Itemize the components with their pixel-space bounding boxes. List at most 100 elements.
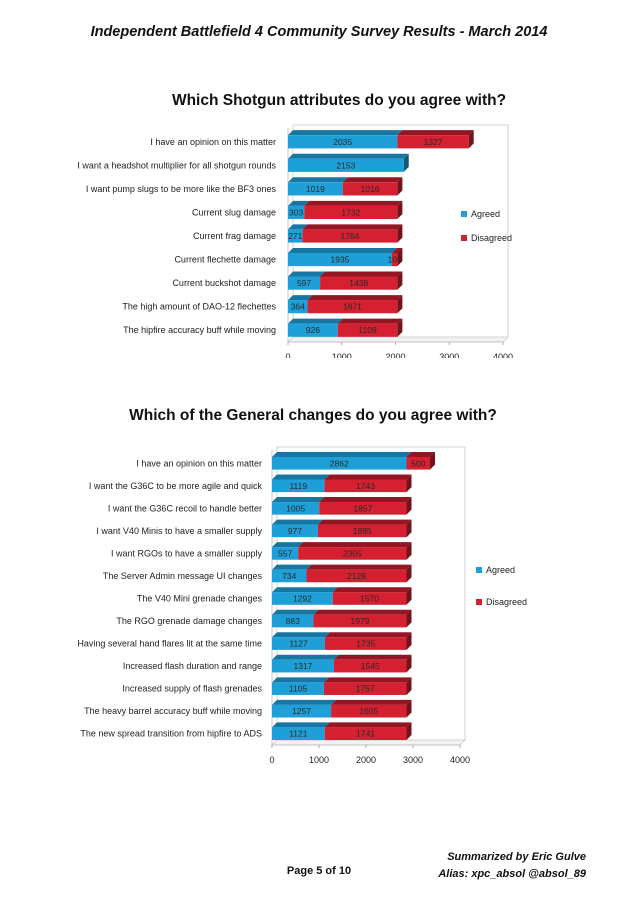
bar-agreed-top [288, 295, 313, 301]
bar-end-face [406, 677, 412, 695]
data-label-disagreed: 100 [388, 255, 402, 265]
bar-disagreed [333, 659, 407, 673]
bar-agreed [272, 569, 307, 583]
category-label: Current slug damage [192, 207, 276, 217]
bar-disagreed-top [323, 677, 412, 683]
bar-disagreed [397, 135, 469, 149]
bar-agreed [272, 524, 318, 538]
bar-agreed [288, 158, 404, 172]
bar-agreed [288, 276, 321, 290]
category-label: Having several hand flares lit at the sa… [77, 639, 262, 649]
category-label: The RGO grenade damage changes [116, 616, 262, 626]
bar-end-face [397, 318, 403, 337]
legend-swatch [476, 599, 482, 605]
bar-agreed-top [272, 542, 304, 548]
data-label-disagreed: 1438 [349, 278, 368, 288]
bar-end-face [406, 609, 412, 628]
x-tick-label: 0 [285, 352, 290, 358]
bar-disagreed [342, 182, 398, 196]
data-label-disagreed: 1605 [359, 706, 378, 716]
data-label-agreed: 2035 [333, 137, 352, 147]
bar-disagreed [306, 569, 407, 583]
x-tick-label: 4000 [493, 352, 513, 358]
category-label: Increased supply of flash grenades [122, 684, 262, 694]
category-label: I want V40 Minis to have a smaller suppl… [96, 526, 262, 536]
bar-disagreed-top [324, 722, 412, 728]
data-label-agreed: 734 [282, 571, 296, 581]
legend-label: Disagreed [486, 597, 527, 607]
bar-end-face [406, 699, 412, 718]
bar-disagreed [406, 456, 431, 470]
general-changes-chart: 0 1000 2000 3000 4000 I have an opinion on th… [77, 446, 527, 765]
bar-disagreed [319, 502, 407, 515]
data-label-disagreed: 1743 [356, 481, 375, 491]
bar-agreed-top [272, 474, 330, 480]
bar-end-face [468, 130, 474, 149]
bar-end-face [397, 224, 403, 243]
data-label-disagreed: 1109 [358, 325, 377, 335]
data-label-agreed: 303 [289, 207, 303, 217]
x-tick-label: 2000 [385, 352, 405, 358]
data-label-disagreed: 1741 [356, 729, 375, 739]
bar-agreed-top [272, 722, 330, 728]
bar-disagreed [313, 614, 407, 628]
bar-disagreed [320, 276, 398, 290]
bar-disagreed [304, 205, 398, 220]
data-label-disagreed: 1671 [343, 302, 362, 312]
data-label-agreed: 1935 [331, 255, 350, 265]
bar-agreed [272, 704, 332, 718]
bar-agreed-top [288, 318, 343, 324]
bar-disagreed-top [342, 177, 403, 183]
bar-agreed [272, 659, 334, 673]
data-label-agreed: 1257 [292, 706, 311, 716]
bar-disagreed-top [307, 295, 403, 301]
bar-agreed [272, 479, 325, 493]
bar-end-face [406, 474, 412, 493]
bar-agreed [288, 323, 338, 337]
bar-disagreed [324, 637, 407, 650]
bar-disagreed [332, 592, 407, 605]
bar-disagreed-top [317, 519, 412, 525]
bar-disagreed-top [406, 451, 436, 457]
category-label: I have an opinion on this matter [136, 458, 262, 468]
bar-agreed-top [272, 519, 323, 525]
bar-disagreed-top [304, 200, 403, 206]
data-label-disagreed: 1885 [353, 526, 372, 536]
category-label: Current flechette damage [174, 255, 276, 265]
footer-credits: Summarized by Eric Gulve Alias: xpc_abso… [438, 849, 586, 883]
bar-agreed-top [272, 609, 319, 615]
bar-agreed-top [288, 224, 308, 230]
data-label-agreed: 1317 [293, 661, 312, 671]
category-label: Current buckshot damage [172, 278, 276, 288]
bar-disagreed [317, 524, 407, 538]
bar-end-face [397, 295, 403, 314]
bar-agreed-top [288, 271, 326, 277]
bar-end-face [430, 451, 436, 470]
bar-agreed-top [288, 247, 398, 253]
bar-agreed [288, 252, 393, 267]
data-label-disagreed: 1016 [361, 184, 380, 194]
data-label-disagreed: 1570 [360, 594, 379, 604]
x-tick-label: 3000 [403, 755, 423, 765]
data-label-agreed: 557 [278, 548, 292, 558]
bar-disagreed-top [331, 699, 412, 705]
x-tick-label: 2000 [356, 755, 376, 765]
bar-agreed [272, 456, 407, 470]
x-tick-label: 1000 [309, 755, 329, 765]
category-label: The heavy barrel accuracy buff while mov… [84, 706, 262, 716]
category-label: I want the G36C recoil to handle better [108, 503, 262, 513]
data-label-agreed: 271 [288, 231, 302, 241]
bar-agreed-top [272, 699, 337, 705]
plot-floor [287, 336, 509, 343]
page-number: Page 5 of 10 [286, 865, 352, 877]
category-label: The V40 Mini grenade changes [137, 594, 263, 604]
data-label-disagreed: 1757 [356, 684, 375, 694]
category-label: I want RGOs to have a smaller supply [111, 548, 263, 558]
bar-end-face [397, 200, 403, 220]
legend-swatch [476, 567, 482, 573]
bar-disagreed [307, 300, 398, 314]
chart-title-shotgun: Which Shotgun attributes do you agree wi… [171, 92, 507, 109]
bar-agreed-top [288, 153, 409, 159]
category-label: Current frag damage [193, 231, 276, 241]
data-label-agreed: 2862 [330, 458, 349, 468]
